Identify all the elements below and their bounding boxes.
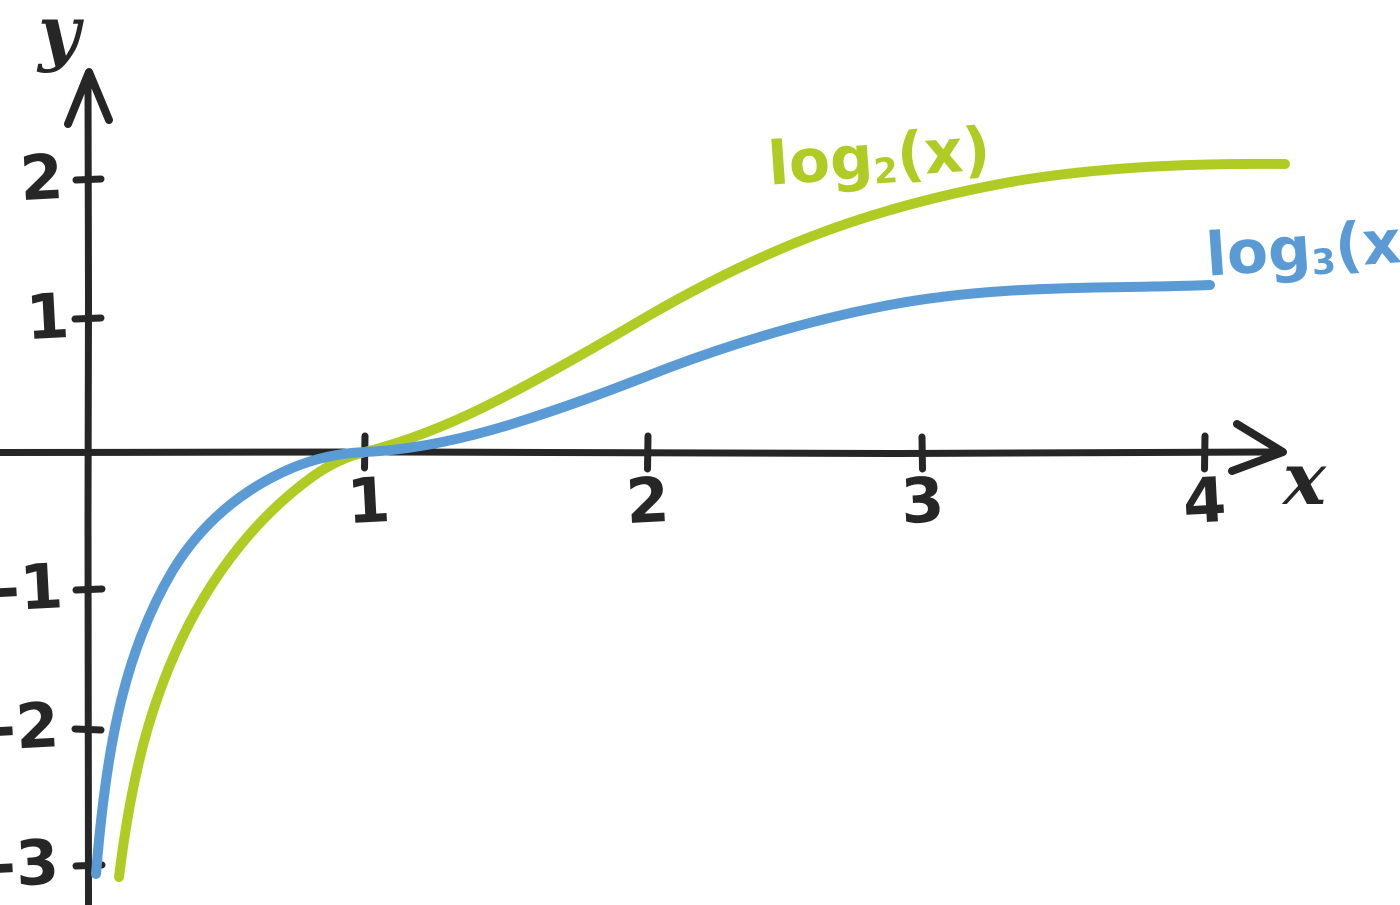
log2-label-subscript: 2: [872, 151, 900, 193]
y-tick-label-minus-2: -2: [0, 688, 61, 765]
x-tick-4: [1201, 432, 1209, 473]
x-tick-label-1: 1: [345, 462, 392, 539]
x-axis-line: [0, 448, 1276, 458]
y-tick-label-1: 1: [24, 278, 71, 355]
x-tick-label-4: 4: [1181, 462, 1228, 539]
x-tick-3: [918, 433, 926, 473]
log2-curve: [114, 158, 1290, 882]
log2-label-argument: (x): [894, 114, 993, 191]
y-axis-line: [84, 76, 93, 905]
x-tick-2: [644, 432, 652, 473]
y-tick-2: [72, 175, 105, 184]
x-axis-label: x: [1283, 436, 1326, 521]
y-tick-minus-2: [71, 725, 105, 734]
x-axis-arrowhead: [1228, 420, 1287, 475]
y-tick-minus-1: [72, 585, 106, 594]
y-tick-label-2: 2: [18, 139, 65, 216]
log3-label-text: log: [1203, 213, 1314, 291]
x-tick-label-3: 3: [899, 462, 946, 539]
log2-curve-label: log2(x): [765, 114, 993, 200]
y-tick-label-minus-1: -1: [0, 549, 65, 626]
log3-curve-label: log3(x): [1203, 205, 1400, 291]
y-tick-1: [71, 314, 105, 323]
log3-curve: [91, 280, 1215, 879]
log2-label-text: log: [765, 122, 876, 200]
y-tick-label-minus-3: -3: [0, 825, 61, 902]
x-tick-label-2: 2: [624, 462, 671, 539]
y-axis-label: y: [38, 0, 80, 74]
log3-label-argument: (x): [1332, 205, 1400, 282]
log3-label-subscript: 3: [1310, 242, 1338, 284]
y-axis-arrowhead: [64, 68, 113, 128]
